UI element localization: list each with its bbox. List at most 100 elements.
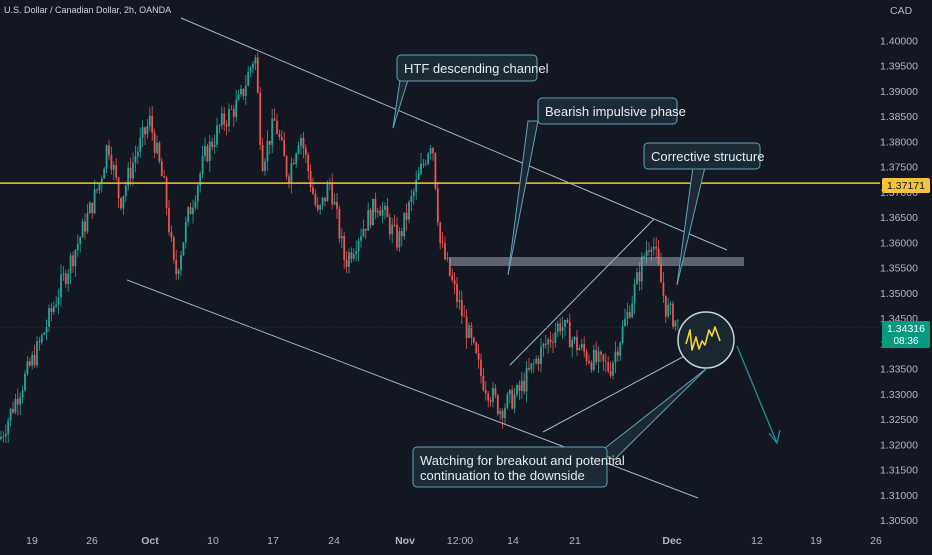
y-tick-label: 1.31000 [880,490,918,502]
candle-body [444,243,446,260]
candle-body [597,351,600,363]
x-tick-label: 19 [810,535,822,547]
candle-body [93,189,96,214]
candle-body [340,235,343,239]
time-axis[interactable]: 19 26 Oct 10 17 24 Nov 12:00 14 21 Dec 12 19 26 [26,535,882,547]
callout-breakout[interactable]: Watching for breakout and potential cont… [412,446,625,488]
y-tick-label: 1.38500 [880,111,918,123]
candle-body [100,178,103,184]
candle-body [506,394,509,408]
candle-body [300,137,302,146]
candle-body [122,196,125,209]
candle-body [540,347,542,365]
callout-corrective-text: Corrective structure [651,149,764,164]
candle-body [432,148,434,154]
candle-body [333,201,336,205]
candle-body [499,411,502,414]
x-tick-label: Dec [662,535,681,547]
candle-body [429,148,432,154]
callout-htf-channel[interactable]: HTF descending channel [396,54,549,82]
candle-body [367,209,370,231]
resistance-zone[interactable] [450,257,744,266]
candle-body [571,340,574,348]
callout-corrective[interactable]: Corrective structure [643,142,764,170]
candle-body [261,144,264,171]
candle-body [134,156,137,163]
candle-body [590,362,593,370]
candle-body [417,173,420,180]
level-price-label: 1.37171 [882,178,930,193]
candle-body [561,327,564,331]
candle-body [103,168,106,179]
candle-body [124,185,127,197]
candle-body [220,113,223,126]
candle-body [292,162,295,164]
candle-body [633,284,636,304]
candle-body [643,256,646,257]
candle-body [564,319,566,328]
candle-body [676,319,679,321]
candle-body [364,228,367,231]
candle-body [460,300,463,316]
candle-body [187,207,190,222]
candle-body [664,295,667,317]
candle-body [240,88,242,95]
candle-body [228,109,230,127]
candle-body [525,368,528,392]
candle-body [172,237,175,260]
candle-body [177,270,180,274]
candle-body [448,257,451,276]
wedge-lower-line[interactable] [542,351,693,433]
candle-body [645,250,648,257]
candle-body [280,136,283,140]
candle-body [247,72,250,86]
y-tick-label: 1.35000 [880,288,918,300]
candle-body [463,315,466,317]
candle-body [518,385,521,391]
candle-body [223,113,226,125]
candle-body [609,370,612,376]
candle-body [127,167,130,186]
candle-body [352,253,355,259]
candle-body [283,139,286,157]
candle-body [33,354,36,366]
candle-body [120,197,122,209]
candle-body [201,156,204,174]
candle-body [249,67,252,73]
candle-body [568,322,571,348]
candle-body [170,232,173,238]
candle-body [381,209,384,216]
candle-body [453,280,456,285]
current-price-label: 1.34316 08:36 [882,321,930,348]
candle-body [146,125,149,135]
candle-body [648,250,650,252]
candle-body [652,246,655,250]
wedge-upper-line[interactable] [509,218,655,366]
x-tick-label: 26 [870,535,882,547]
candle-body [348,252,350,267]
candle-body [168,208,170,233]
candle-body [480,359,482,377]
candle-body [549,339,552,343]
channel-upper-line[interactable] [180,17,728,251]
candle-body [67,273,70,284]
candle-body [79,237,82,244]
candle-body [436,188,439,223]
candle-body [492,387,494,402]
candle-body [2,436,5,438]
countdown-text: 08:36 [893,336,918,347]
candle-body [607,362,610,371]
candle-body [16,398,19,405]
candle-body [501,411,504,418]
candle-body [439,222,442,243]
callout-htf-channel-text: HTF descending channel [404,61,549,76]
candle-body [295,153,298,164]
candle-body [410,195,413,203]
candle-body [84,221,86,232]
candle-body [278,133,281,137]
candle-body [547,339,550,345]
candle-body [631,303,634,318]
callout-bearish-impulse[interactable]: Bearish impulsive phase [537,97,686,125]
